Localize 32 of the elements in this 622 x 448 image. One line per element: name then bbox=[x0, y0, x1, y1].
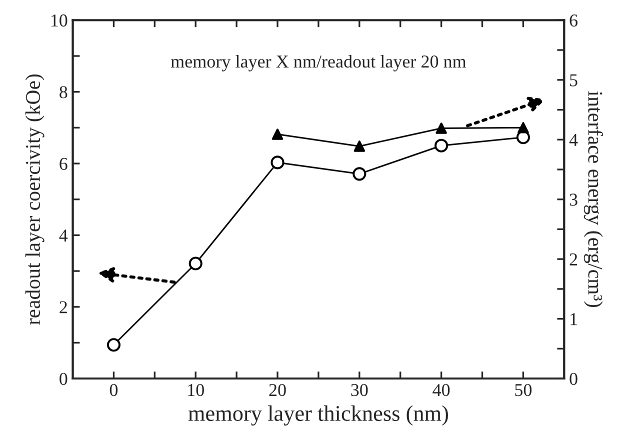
point bbox=[518, 122, 529, 134]
y2-axis-title: interface energy (erg/cm³) bbox=[584, 91, 604, 308]
point bbox=[106, 338, 121, 352]
x-tick-label: 0 bbox=[110, 384, 118, 396]
annotation: memory layer X nm/readout layer 20 nm bbox=[170, 54, 466, 72]
y-tick-label: 0 bbox=[60, 372, 68, 385]
x-tick-label: 40 bbox=[432, 384, 450, 396]
y-tick-label: 6 bbox=[60, 158, 68, 170]
y-tick-label: 8 bbox=[60, 86, 68, 98]
y2-tick-label: 4 bbox=[569, 134, 578, 146]
y2-tick-label: 6 bbox=[570, 14, 578, 27]
y-tick-label: 2 bbox=[60, 301, 67, 314]
y2-tick-label: 0 bbox=[570, 372, 578, 385]
x-axis-title: memory layer thickness (nm) bbox=[188, 405, 448, 426]
point bbox=[436, 122, 447, 134]
point bbox=[434, 138, 448, 152]
x-tick-label: 20 bbox=[269, 384, 286, 396]
y-tick-label: 10 bbox=[51, 14, 68, 27]
point bbox=[188, 256, 202, 270]
y2-tick-label: 5 bbox=[570, 74, 578, 86]
y2-tick-label: 3 bbox=[570, 194, 578, 206]
point bbox=[352, 167, 366, 181]
point bbox=[354, 140, 366, 152]
x-tick-label: 30 bbox=[351, 384, 368, 396]
x-tick-label: 50 bbox=[515, 384, 532, 396]
y-axis-title: readout layer coercivity (kOe) bbox=[25, 74, 44, 325]
y2-tick-label: 1 bbox=[570, 313, 577, 326]
point bbox=[270, 156, 284, 170]
y2-tick-label: 2 bbox=[570, 253, 578, 266]
x-tick-label: 10 bbox=[188, 384, 204, 396]
y-tick-label: 4 bbox=[59, 230, 68, 242]
point bbox=[272, 128, 284, 140]
